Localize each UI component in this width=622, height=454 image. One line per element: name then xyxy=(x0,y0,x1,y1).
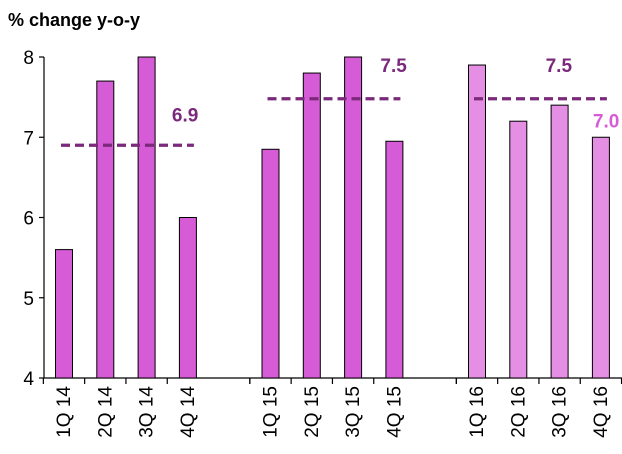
bar-2q-16 xyxy=(509,120,528,379)
bar-4q-14 xyxy=(178,217,197,379)
average-label: 7.5 xyxy=(380,56,407,77)
average-label: 6.9 xyxy=(172,105,198,126)
bars xyxy=(55,56,610,379)
bar-4q-15 xyxy=(385,140,404,379)
category-label: 1Q 15 xyxy=(261,386,282,438)
category-label: 3Q 16 xyxy=(550,386,571,438)
category-label: 4Q 14 xyxy=(178,386,199,438)
average-lines: 6.9 7.5 7.5 7.0 xyxy=(61,56,619,147)
y-tick-label: 4 xyxy=(23,369,34,390)
y-tick-label: 6 xyxy=(23,209,34,230)
category-labels: 1Q 14 2Q 14 3Q 14 4Q 14 1Q 15 2Q 15 3Q 15 4Q 15… xyxy=(54,386,612,438)
category-label: 2Q 15 xyxy=(302,386,323,438)
y-tick-label: 7 xyxy=(23,128,34,149)
category-label: 3Q 14 xyxy=(137,386,158,438)
bar-2q-14 xyxy=(96,80,115,379)
forecast-annotation: 7.0 xyxy=(593,111,619,132)
category-label: 2Q 14 xyxy=(95,386,116,438)
bar-2q-15 xyxy=(302,72,321,379)
category-label: 2Q 16 xyxy=(508,386,529,438)
bar-3q-16 xyxy=(550,104,569,379)
category-label: 3Q 15 xyxy=(343,386,364,438)
bar-4q-16 xyxy=(591,136,610,379)
category-label: 4Q 16 xyxy=(591,386,612,438)
bar-1q-15 xyxy=(261,148,280,379)
y-tick-label: 8 xyxy=(23,48,34,69)
category-label: 1Q 14 xyxy=(54,386,75,438)
category-label: 1Q 16 xyxy=(467,386,488,438)
bar-3q-15 xyxy=(344,56,363,379)
average-label: 7.5 xyxy=(546,56,573,77)
bar-1q-14 xyxy=(55,249,73,379)
bar-1q-16 xyxy=(468,64,486,379)
bar-3q-14 xyxy=(137,56,156,379)
chart-title: % change y-o-y xyxy=(8,10,140,30)
y-tick-label: 5 xyxy=(23,289,34,310)
category-label: 4Q 15 xyxy=(384,386,405,438)
